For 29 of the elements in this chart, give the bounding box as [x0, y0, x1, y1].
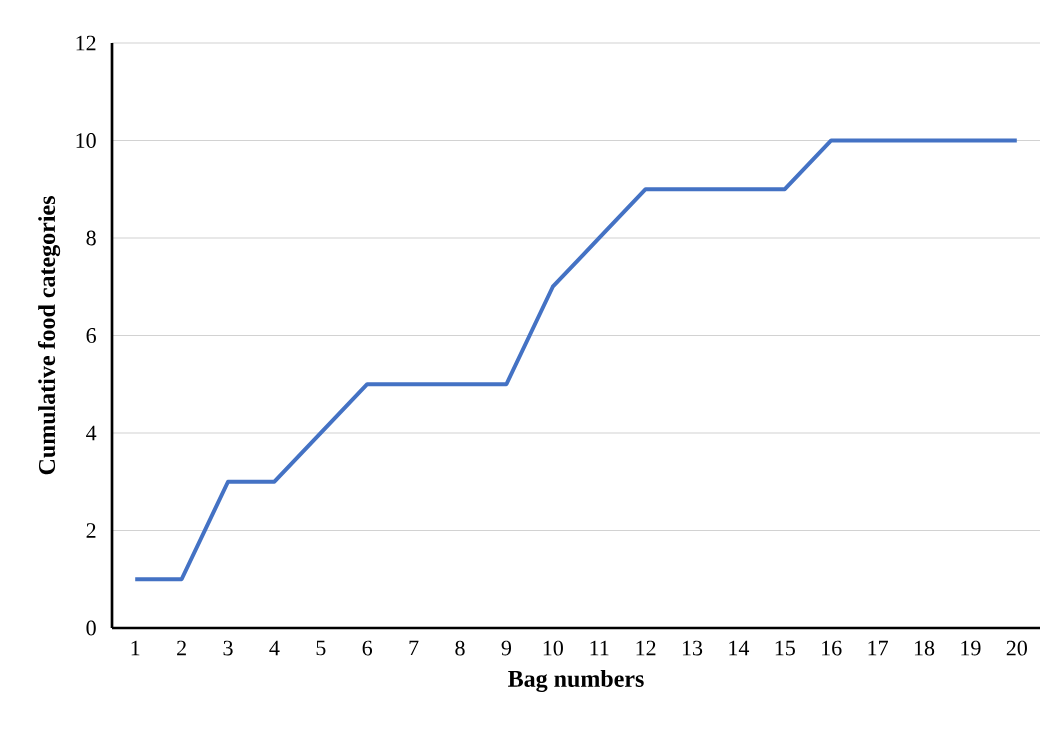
x-tick-label: 9	[501, 640, 512, 656]
x-axis-title: Bag numbers	[508, 670, 644, 692]
x-tick-label: 12	[636, 640, 656, 656]
x-tick-label: 7	[409, 640, 419, 656]
x-tick-label: 3	[223, 640, 233, 656]
x-tick-label: 5	[316, 640, 326, 656]
x-tick-label: 17	[868, 640, 888, 656]
x-tick-label: 4	[269, 640, 280, 656]
y-tick-label: 4	[86, 425, 97, 441]
y-tick-label: 10	[76, 133, 96, 148]
x-tick-label: 20	[1006, 640, 1027, 656]
x-tick-label: 13	[682, 640, 703, 656]
x-tick-label: 15	[775, 640, 795, 656]
y-tick-label: 6	[86, 328, 96, 343]
x-tick-label: 11	[590, 640, 609, 656]
x-tick-label: 6	[362, 640, 373, 656]
x-tick-label: 14	[729, 640, 750, 656]
x-tick-label: 19	[961, 640, 981, 656]
y-tick-label: 8	[86, 230, 96, 246]
y-axis-title: Cumulative food categories	[37, 196, 61, 475]
y-tick-label: 12	[76, 35, 96, 51]
x-tick-label: 2	[177, 640, 186, 656]
y-tick-label: 0	[86, 620, 96, 636]
y-tick-label: 2	[86, 523, 96, 538]
x-tick-label: 1	[131, 640, 140, 656]
x-tick-label: 16	[822, 640, 842, 656]
x-tick-label: 10	[543, 640, 563, 656]
x-tick-label: 18	[914, 640, 935, 656]
x-tick-label: 8	[455, 640, 465, 656]
